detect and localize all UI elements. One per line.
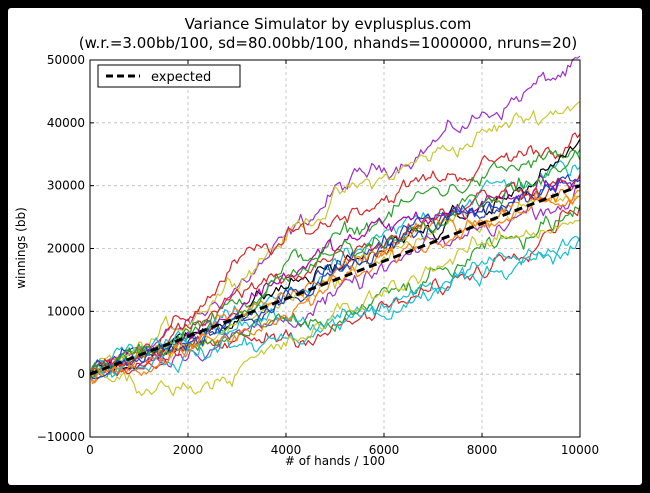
expected-layer xyxy=(89,184,581,376)
legend-expected-label: expected xyxy=(151,70,211,85)
x-tick-label: 8000 xyxy=(467,443,498,457)
chart-subtitle: (w.r.=3.00bb/100, sd=80.00bb/100, nhands… xyxy=(79,34,577,52)
y-tick-label: 50000 xyxy=(47,53,85,67)
x-tick-label: 4000 xyxy=(271,443,302,457)
y-axis-label: winnings (bb) xyxy=(14,207,28,289)
run-line xyxy=(89,195,581,385)
chart-title: Variance Simulator by evplusplus.com xyxy=(185,15,472,33)
x-tick-label: 10000 xyxy=(561,443,599,457)
figure-frame: Variance Simulator by evplusplus.com (w.… xyxy=(8,8,642,485)
run-line xyxy=(89,55,581,375)
legend: expected xyxy=(97,64,241,88)
run-line xyxy=(89,150,581,375)
y-tick-label: 20000 xyxy=(47,242,85,256)
grid-layer xyxy=(89,59,581,438)
variance-chart: Variance Simulator by evplusplus.com (w.… xyxy=(14,15,599,468)
run-line xyxy=(89,100,581,375)
run-line xyxy=(89,160,581,375)
run-line xyxy=(89,237,581,380)
x-tick-label: 6000 xyxy=(369,443,400,457)
x-tick-label: 0 xyxy=(86,443,94,457)
run-line xyxy=(89,174,581,380)
run-line xyxy=(89,173,581,375)
expected-line xyxy=(89,184,581,376)
y-tick-label: 0 xyxy=(77,367,85,381)
run-line xyxy=(89,149,581,375)
run-line xyxy=(89,219,581,397)
y-tick-label: 40000 xyxy=(47,116,85,130)
x-axis-label: # of hands / 100 xyxy=(285,454,385,468)
run-line xyxy=(89,132,581,377)
y-tick-label: −10000 xyxy=(37,430,85,444)
x-tick-label: 2000 xyxy=(173,443,204,457)
runs-layer xyxy=(89,55,581,397)
legend-box xyxy=(97,64,241,88)
y-tick-label: 10000 xyxy=(47,304,85,318)
ticks-layer: 0 2000 4000 6000 8000 10000−10000010000200003… xyxy=(37,53,599,457)
run-line xyxy=(89,206,581,378)
y-tick-label: 30000 xyxy=(47,179,85,193)
